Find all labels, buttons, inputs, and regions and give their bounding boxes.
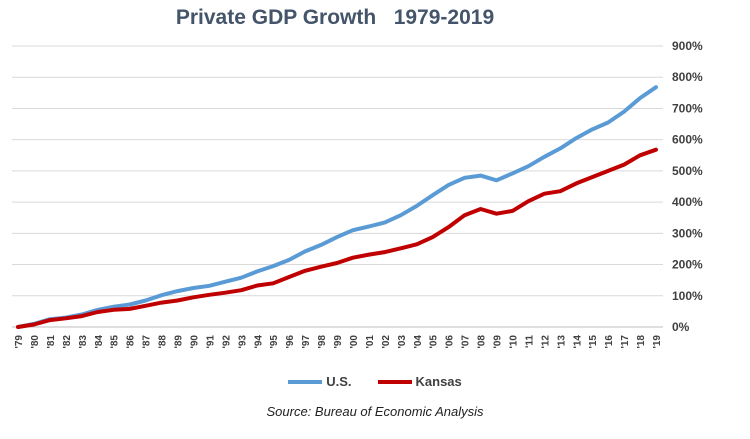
y-tick-label: 800% xyxy=(672,70,703,84)
x-tick-label: '13 xyxy=(556,335,567,349)
grid-lines xyxy=(12,45,663,297)
y-tick-label: 300% xyxy=(672,226,703,240)
x-tick-label: '05 xyxy=(429,335,440,349)
x-tick-label: '10 xyxy=(508,335,519,349)
source-note: Source: Bureau of Economic Analysis xyxy=(266,404,484,419)
x-tick-label: '02 xyxy=(381,335,392,349)
y-tick-label: 0% xyxy=(672,320,690,334)
x-tick-label: '87 xyxy=(142,335,153,349)
x-tick-label: '93 xyxy=(237,335,248,349)
x-tick-label: '98 xyxy=(317,335,328,349)
x-tick-label: '16 xyxy=(604,335,615,349)
legend-swatch-kansas xyxy=(377,379,412,384)
x-tick-label: '14 xyxy=(572,335,583,349)
x-tick-label: '90 xyxy=(189,335,200,349)
x-tick-label: '95 xyxy=(269,335,280,349)
y-tick-label: 400% xyxy=(672,195,703,209)
x-tick-label: '83 xyxy=(78,335,89,349)
x-tick-label: '07 xyxy=(461,335,472,349)
x-tick-label: '00 xyxy=(349,335,360,349)
legend-label-us: U.S. xyxy=(326,374,352,389)
x-tick-label: '12 xyxy=(540,335,551,349)
series-lines xyxy=(16,85,658,329)
x-tick-label: '06 xyxy=(445,335,456,349)
x-tick-label: '91 xyxy=(205,335,216,349)
x-tick-label: '96 xyxy=(285,335,296,349)
y-tick-label: 700% xyxy=(672,101,703,115)
y-tick-label: 200% xyxy=(672,258,703,272)
x-tick-label: '11 xyxy=(524,335,535,348)
x-tick-label: '79 xyxy=(14,335,25,349)
x-tick-label: '92 xyxy=(221,335,232,349)
x-tick-label: '84 xyxy=(94,335,105,349)
x-tick-label: '04 xyxy=(413,335,424,349)
x-tick-label: '88 xyxy=(158,335,169,349)
legend-label-kansas: Kansas xyxy=(415,374,462,389)
x-tick-label: '08 xyxy=(477,335,488,349)
x-tick-label: '03 xyxy=(397,335,408,349)
x-tick-label: '81 xyxy=(46,335,57,349)
x-tick-label: '15 xyxy=(588,335,599,349)
x-tick-label: '86 xyxy=(126,335,137,349)
x-tick-label: '89 xyxy=(174,335,185,349)
x-tick-label: '80 xyxy=(30,335,41,349)
series-line-us xyxy=(16,85,658,329)
legend-item-kansas: Kansas xyxy=(377,374,462,389)
y-tick-label: 900% xyxy=(672,39,703,53)
legend-item-us: U.S. xyxy=(288,374,352,389)
y-tick-label: 500% xyxy=(672,164,703,178)
y-tick-label: 600% xyxy=(672,133,703,147)
x-tick-label: '85 xyxy=(110,335,121,349)
x-tick-label: '97 xyxy=(301,335,312,349)
series-line-kansas xyxy=(16,147,658,329)
legend-swatch-us xyxy=(288,379,323,384)
x-tick-label: '01 xyxy=(365,335,376,349)
chart-title: Private GDP Growth 1979-2019 xyxy=(175,6,495,29)
x-axis-tick-labels: '79 '80 '81 '82 '83 '84 '85 '86 '87 '88 '89 '90 '91 '… xyxy=(14,335,663,349)
x-tick-label: '17 xyxy=(620,335,631,349)
y-tick-label: 100% xyxy=(672,289,703,303)
legend: U.S. Kansas xyxy=(0,374,750,389)
x-tick-label: '18 xyxy=(636,335,647,349)
x-tick-label: '82 xyxy=(62,335,73,349)
x-tick-label: '19 xyxy=(652,335,663,349)
x-tick-label: '99 xyxy=(333,335,344,349)
x-tick-label: '09 xyxy=(493,335,504,349)
y-axis-tick-labels: 0% 100% 200% 300% 400% 500% 600% 700% 800% 900% xyxy=(672,39,703,334)
x-tick-label: '94 xyxy=(253,335,264,349)
